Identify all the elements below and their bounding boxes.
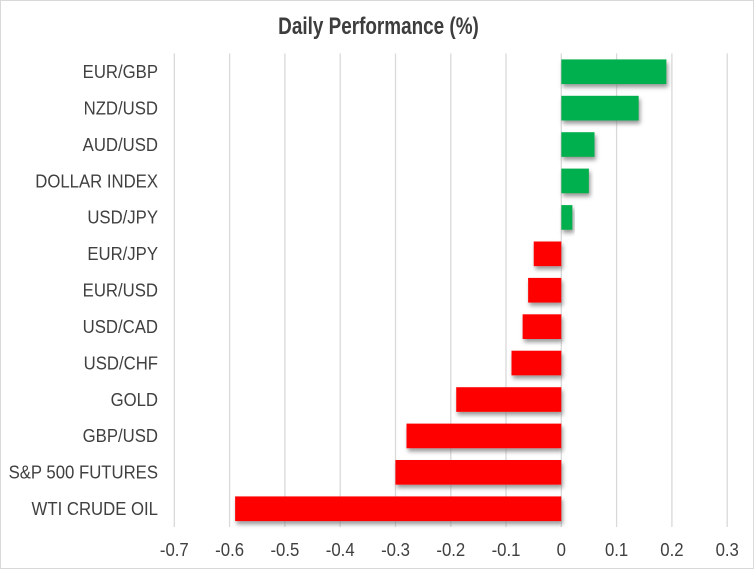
- svg-text:-0.3: -0.3: [381, 539, 410, 560]
- svg-text:AUD/USD: AUD/USD: [83, 134, 158, 155]
- svg-text:-0.4: -0.4: [326, 539, 355, 560]
- svg-text:GOLD: GOLD: [111, 389, 158, 410]
- svg-text:-0.5: -0.5: [270, 539, 299, 560]
- svg-text:EUR/USD: EUR/USD: [83, 280, 158, 301]
- svg-text:GBP/USD: GBP/USD: [83, 425, 158, 446]
- svg-text:0.1: 0.1: [605, 539, 628, 560]
- svg-text:-0.2: -0.2: [436, 539, 465, 560]
- svg-text:0.3: 0.3: [716, 539, 739, 560]
- svg-text:0: 0: [557, 539, 566, 560]
- svg-text:-0.6: -0.6: [215, 539, 244, 560]
- svg-text:EUR/GBP: EUR/GBP: [83, 61, 158, 82]
- svg-text:S&P 500 FUTURES: S&P 500 FUTURES: [9, 462, 158, 483]
- svg-text:0.2: 0.2: [660, 539, 683, 560]
- svg-text:Daily Performance (%): Daily Performance (%): [278, 12, 479, 40]
- svg-text:-0.7: -0.7: [160, 539, 189, 560]
- svg-text:USD/CHF: USD/CHF: [84, 353, 159, 374]
- svg-text:DOLLAR INDEX: DOLLAR INDEX: [35, 170, 158, 191]
- svg-text:NZD/USD: NZD/USD: [84, 98, 158, 119]
- svg-text:USD/JPY: USD/JPY: [87, 207, 158, 228]
- svg-text:USD/CAD: USD/CAD: [83, 316, 158, 337]
- svg-text:-0.1: -0.1: [492, 539, 521, 560]
- svg-text:EUR/JPY: EUR/JPY: [87, 243, 158, 264]
- svg-text:WTI CRUDE OIL: WTI CRUDE OIL: [32, 498, 159, 519]
